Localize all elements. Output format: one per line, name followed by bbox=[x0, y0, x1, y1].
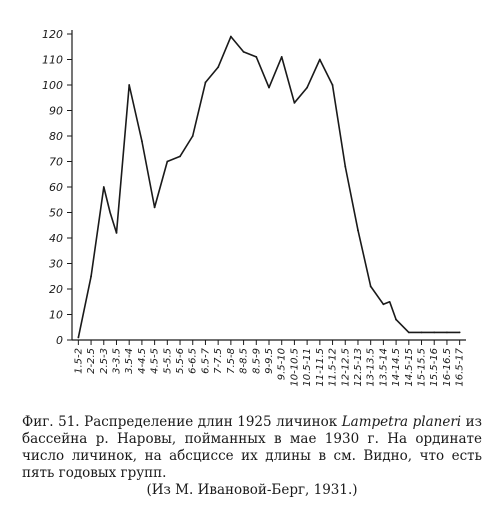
x-tick-label: 13-13.5 bbox=[366, 348, 377, 387]
data-point bbox=[191, 135, 194, 137]
x-tick-label: 10-10.5 bbox=[289, 348, 300, 387]
data-point bbox=[77, 336, 80, 339]
x-tick-label: 3.5-4 bbox=[124, 348, 135, 374]
y-tick-label: 70 bbox=[49, 156, 63, 169]
x-tick-label: 7-7.5 bbox=[213, 348, 224, 374]
caption-latin-name: Lampetra planeri bbox=[341, 414, 462, 430]
data-point bbox=[458, 331, 461, 334]
data-point bbox=[357, 229, 359, 232]
series-line bbox=[77, 35, 460, 338]
chart: 0 10 20 30 40 50 60 70 80 90 100 110 120 1.5-2 2-2.5 2… bbox=[42, 28, 466, 387]
x-tick-label: 8-8.5 bbox=[239, 348, 250, 374]
x-tick-label: 5.5-6 bbox=[175, 348, 186, 374]
y-tick-label: 110 bbox=[42, 54, 63, 67]
y-tick-label: 10 bbox=[49, 309, 63, 322]
data-point bbox=[293, 101, 296, 104]
data-point bbox=[153, 206, 156, 209]
x-tick-label: 9.5-10 bbox=[277, 348, 288, 380]
data-point bbox=[179, 155, 181, 158]
x-tick-label: 11-11.5 bbox=[315, 348, 326, 387]
y-tick-label: 50 bbox=[49, 207, 63, 220]
caption-line1: Фиг. 51. Распределение длин 1925 личинок bbox=[22, 414, 342, 430]
data-point bbox=[369, 285, 372, 288]
figure-caption: Фиг. 51. Распределение длин 1925 личинок… bbox=[22, 414, 482, 499]
data-point bbox=[306, 86, 309, 89]
data-point bbox=[204, 81, 207, 84]
y-tick-label: 120 bbox=[42, 28, 63, 41]
x-tick-label: 2-2.5 bbox=[86, 348, 97, 374]
series-group bbox=[77, 35, 461, 339]
x-tick-label: 16.5-17 bbox=[455, 347, 466, 386]
x-tick-label: 3-3.5 bbox=[111, 348, 122, 374]
x-tick-label: 7.5-8 bbox=[226, 348, 237, 374]
data-point bbox=[102, 186, 105, 188]
data-point bbox=[395, 318, 397, 321]
x-tick-label: 5-5.5 bbox=[162, 348, 173, 374]
x-tick-label: 8.5-9 bbox=[251, 348, 262, 374]
data-point bbox=[382, 303, 385, 306]
x-tick-label: 14.5-15 bbox=[404, 348, 415, 387]
x-tick-label: 16-16.5 bbox=[442, 348, 453, 387]
x-tick-label: 4.5-5 bbox=[150, 348, 161, 374]
data-point bbox=[407, 331, 410, 334]
x-tick-label: 1.5-2 bbox=[73, 348, 84, 374]
y-tick-label: 60 bbox=[49, 181, 63, 194]
x-tick-label: 12.5-13 bbox=[353, 348, 364, 387]
x-tick-label: 10.5-11 bbox=[302, 348, 313, 387]
x-tick-label: 13.5-14 bbox=[378, 348, 389, 387]
data-point bbox=[90, 275, 92, 278]
y-tick-label: 80 bbox=[49, 130, 63, 143]
data-point bbox=[255, 56, 258, 58]
data-point bbox=[280, 56, 283, 58]
x-tick-label: 12-12.5 bbox=[340, 348, 351, 387]
data-point bbox=[420, 331, 423, 334]
y-tick-label: 20 bbox=[49, 283, 63, 296]
data-point bbox=[344, 165, 347, 168]
x-tick-label: 11.5-12 bbox=[328, 348, 339, 387]
data-point bbox=[331, 84, 334, 86]
data-point bbox=[115, 232, 118, 234]
x-tick-label: 15.5-16 bbox=[429, 348, 440, 387]
x-axis: 1.5-2 2-2.5 2.5-3 3-3.5 3.5-4 4-4.5 4.5-5 5-5.5… bbox=[72, 339, 466, 387]
caption-source: (Из М. Ивановой-Берг, 1931.) bbox=[146, 482, 358, 498]
caption-line2: из бассейна р. Наровы, пойманных в мае 1… bbox=[22, 414, 482, 481]
x-tick-label: 6-6.5 bbox=[188, 348, 199, 374]
y-tick-label: 100 bbox=[42, 79, 63, 92]
data-point bbox=[446, 331, 448, 334]
x-tick-label: 15-15.5 bbox=[417, 348, 428, 387]
x-tick-label: 4-4.5 bbox=[137, 348, 148, 374]
data-point bbox=[141, 140, 143, 143]
x-tick-label: 6.5-7 bbox=[200, 347, 211, 374]
data-point bbox=[217, 66, 220, 69]
data-point bbox=[268, 86, 270, 89]
data-point bbox=[166, 160, 169, 163]
data-point bbox=[433, 331, 436, 334]
data-point bbox=[242, 50, 245, 53]
data-point bbox=[229, 35, 232, 38]
x-tick-label: 14-14.5 bbox=[391, 348, 402, 387]
y-axis: 0 10 20 30 40 50 60 70 80 90 100 110 120 bbox=[42, 28, 73, 347]
y-tick-label: 30 bbox=[49, 258, 63, 271]
x-tick-label: 2.5-3 bbox=[99, 348, 110, 374]
caption-text: Фиг. 51. Распределение длин 1925 личинок… bbox=[22, 414, 482, 482]
y-tick-label: 90 bbox=[49, 105, 63, 118]
x-tick-label: 9-9.5 bbox=[264, 348, 275, 374]
y-tick-label: 0 bbox=[56, 334, 63, 347]
data-point bbox=[128, 84, 131, 86]
y-tick-label: 40 bbox=[49, 232, 63, 245]
data-point bbox=[318, 58, 321, 61]
